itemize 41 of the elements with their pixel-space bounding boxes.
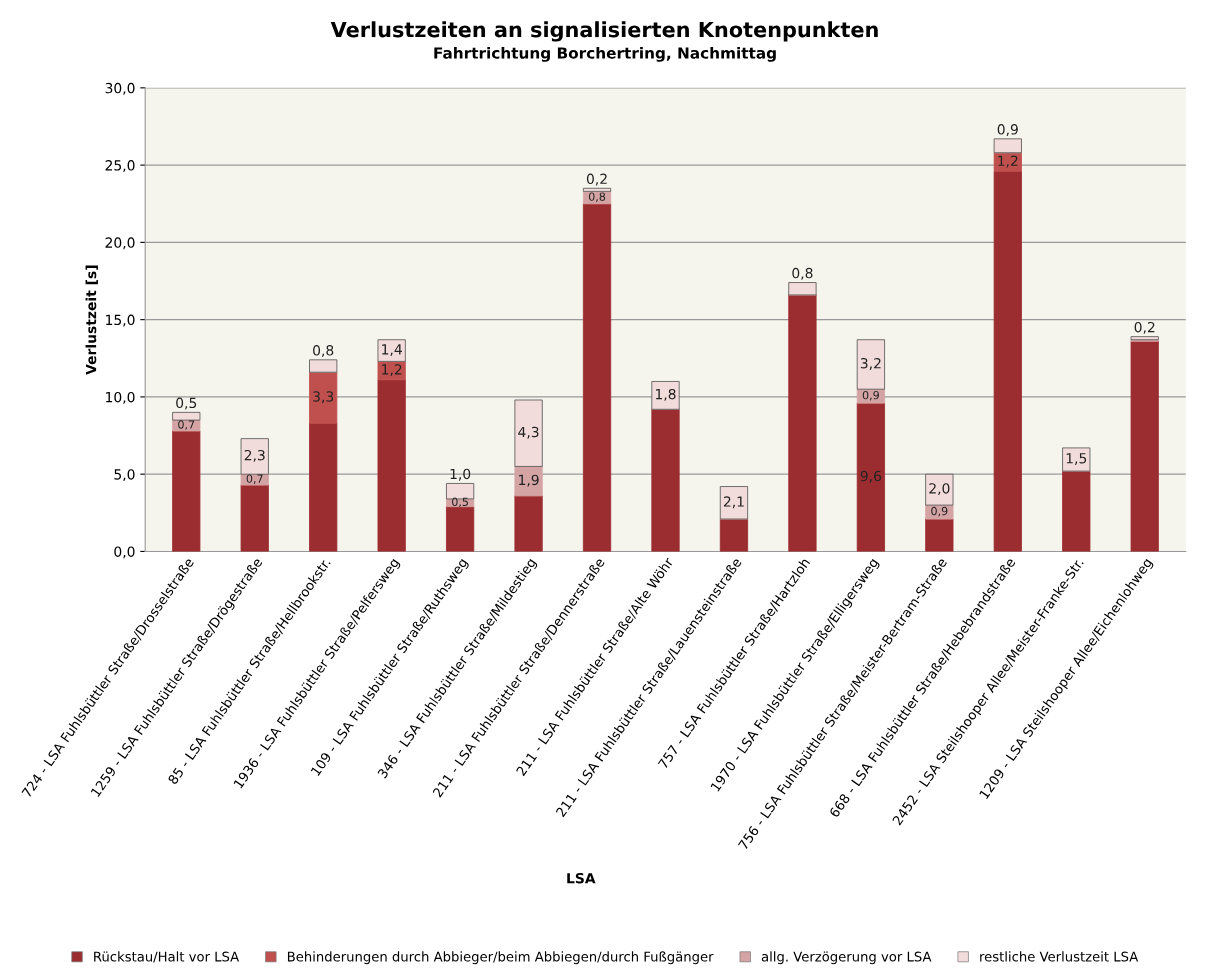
data-label: 1,2 [382,364,402,377]
y-tick-label: 5,0 [114,469,135,482]
y-tick-label: 15,0 [106,314,135,327]
data-label: 0,5 [176,397,197,410]
data-label: 0,9 [931,506,948,517]
data-label: 0,7 [246,474,263,484]
data-label: 1,9 [519,474,539,487]
legend-label: Behinderungen durch Abbieger/beim Abbiegen/durch Fußgänger [287,951,714,965]
y-tick-label: 30,0 [105,82,135,95]
data-label: 0,8 [588,192,606,202]
data-label: 0,5 [452,497,468,508]
data-label: 0,2 [1134,321,1155,334]
data-label: 3,3 [313,391,334,404]
legend-label: restliche Verlustzeit LSA [980,951,1139,962]
data-label: 0,8 [313,345,334,357]
data-label: 0,9 [862,390,879,401]
data-label: 1,4 [382,344,402,356]
legend-label: Rückstau/Halt vor LSA [94,951,240,963]
data-label: 3,2 [860,357,881,370]
data-label: 0,2 [586,173,607,186]
y-axis-title: Verlustzeit [s] [85,265,98,375]
data-label: 2,1 [723,496,744,509]
chart-subtitle: Fahrtrichtung Borchertring, Nachmittag [434,46,776,62]
data-label: 1,8 [655,388,676,401]
data-label: 1,0 [450,468,471,481]
data-label: 4,3 [518,426,539,439]
data-label: 0,8 [792,267,813,280]
x-axis-title: LSA [567,872,596,884]
chart-title: Verlustzeiten an signalisierten Knotenpunkten [330,21,878,42]
data-label: 2,3 [244,449,265,462]
data-label: 2,0 [929,483,950,496]
data-label: 9,6 [860,470,882,483]
y-tick-label: 20,0 [105,237,135,250]
legend-label: allg. Verzögerung vor LSA [761,951,932,965]
data-label: 1,2 [998,155,1018,168]
y-tick-label: 25,0 [105,160,135,172]
data-label: 0,9 [997,124,1018,137]
data-label: 0,7 [178,420,195,430]
y-tick-label: 10,0 [106,391,135,404]
data-label: 1,5 [1066,453,1087,465]
y-tick-label: 0,0 [114,546,135,559]
